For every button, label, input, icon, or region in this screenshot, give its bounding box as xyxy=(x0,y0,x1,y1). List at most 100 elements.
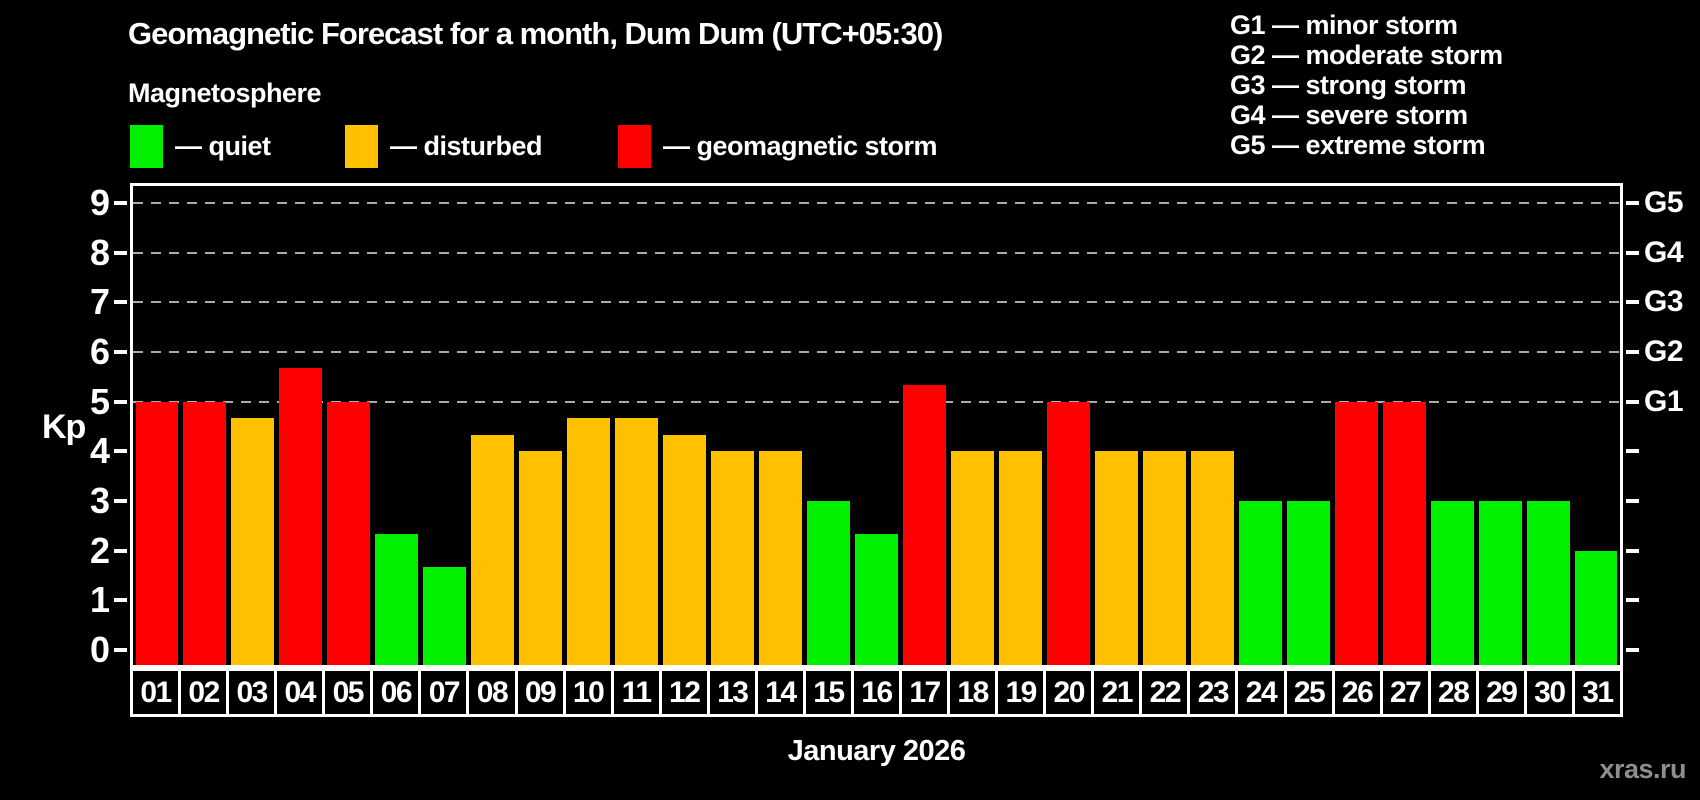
g-legend-line-g2: G2 — moderate storm xyxy=(1230,40,1503,70)
day-label-16: 16 xyxy=(850,668,902,717)
left-tick-kp-8 xyxy=(114,250,127,255)
day-label-22: 22 xyxy=(1139,668,1191,717)
left-tick-kp-9 xyxy=(114,200,127,205)
day-label-08: 08 xyxy=(466,668,518,717)
day-label-19: 19 xyxy=(995,668,1047,717)
bar-day-22 xyxy=(1142,451,1186,665)
left-tick-kp-2 xyxy=(114,548,127,553)
plot-inner: 0 1 2 3 4 5 6 7 8 9 G1 G2 G3 G4 G5 xyxy=(90,184,1684,667)
legend-label-quiet: — quiet xyxy=(175,130,271,161)
bar-day-06 xyxy=(375,534,419,665)
day-label-01: 01 xyxy=(130,668,182,717)
gridline-kp-7 xyxy=(133,301,1620,304)
bar-day-20 xyxy=(1046,401,1090,665)
bar-day-27 xyxy=(1382,401,1426,665)
right-tick-kp-1 xyxy=(1626,598,1639,603)
bar-day-09 xyxy=(519,451,563,665)
bar-day-18 xyxy=(950,451,994,665)
day-label-09: 09 xyxy=(514,668,566,717)
right-tick-kp-9 xyxy=(1626,200,1639,205)
y-axis-label-3: 3 xyxy=(89,479,110,521)
day-label-17: 17 xyxy=(899,668,951,717)
storm-color-swatch xyxy=(618,124,651,168)
quiet-color-swatch xyxy=(130,124,163,168)
bar-day-30 xyxy=(1526,501,1570,665)
bar-day-25 xyxy=(1286,501,1330,665)
day-label-05: 05 xyxy=(322,668,374,717)
day-label-24: 24 xyxy=(1235,668,1287,717)
status-legend: — quiet — disturbed — geomagnetic storm xyxy=(0,124,1700,170)
left-tick-kp-5 xyxy=(114,399,127,404)
right-tick-kp-0 xyxy=(1626,648,1639,652)
bar-day-29 xyxy=(1478,501,1522,665)
bar-day-13 xyxy=(711,451,755,665)
gridline-kp-8 xyxy=(133,251,1620,254)
right-tick-kp-4 xyxy=(1626,449,1639,454)
day-label-04: 04 xyxy=(274,668,326,717)
day-label-13: 13 xyxy=(706,668,758,717)
day-label-02: 02 xyxy=(178,668,230,717)
bar-day-26 xyxy=(1334,401,1378,665)
bar-day-19 xyxy=(998,451,1042,665)
kp-bar-chart-plot-area: 0 1 2 3 4 5 6 7 8 9 G1 G2 G3 G4 G5 xyxy=(90,183,1684,668)
bar-day-01 xyxy=(135,401,179,665)
watermark-xras: xras.ru xyxy=(1599,754,1686,784)
gridline-kp-5 xyxy=(133,400,1620,403)
bar-day-24 xyxy=(1238,501,1282,665)
bar-day-14 xyxy=(759,451,803,665)
right-tick-kp-5 xyxy=(1626,399,1639,404)
month-axis-title: January 2026 xyxy=(787,735,966,767)
right-axis-label-g1: G1 xyxy=(1644,384,1684,418)
g-legend-line-g1: G1 — minor storm xyxy=(1230,10,1458,40)
day-label-07: 07 xyxy=(418,668,470,717)
legend-label-disturbed: — disturbed xyxy=(390,130,543,161)
day-label-26: 26 xyxy=(1331,668,1383,717)
legend-item-quiet: — quiet xyxy=(130,124,271,168)
day-label-30: 30 xyxy=(1523,668,1575,717)
day-label-21: 21 xyxy=(1091,668,1143,717)
bar-day-11 xyxy=(615,418,659,665)
left-tick-kp-1 xyxy=(114,598,127,603)
y-axis-label-2: 2 xyxy=(89,529,110,571)
day-label-06: 06 xyxy=(370,668,422,717)
bar-day-16 xyxy=(855,534,898,665)
day-label-14: 14 xyxy=(754,668,806,717)
g-legend-line-g3: G3 — strong storm xyxy=(1230,70,1467,100)
bar-day-28 xyxy=(1430,501,1474,665)
day-label-28: 28 xyxy=(1427,668,1479,717)
day-label-27: 27 xyxy=(1379,668,1431,717)
day-label-10: 10 xyxy=(562,668,614,717)
right-tick-kp-6 xyxy=(1626,349,1639,354)
day-label-23: 23 xyxy=(1187,668,1239,717)
bar-day-07 xyxy=(423,567,467,665)
kp-axis-title: Kp xyxy=(42,408,86,446)
left-tick-kp-3 xyxy=(114,498,127,503)
day-label-03: 03 xyxy=(226,668,278,717)
day-label-29: 29 xyxy=(1475,668,1527,717)
day-label-11: 11 xyxy=(610,668,662,717)
y-axis-label-7: 7 xyxy=(89,281,110,323)
day-label-15: 15 xyxy=(802,668,854,717)
bar-day-08 xyxy=(471,434,515,665)
bar-day-23 xyxy=(1190,451,1234,665)
day-label-12: 12 xyxy=(658,668,710,717)
legend-item-disturbed: — disturbed xyxy=(345,124,543,168)
left-tick-kp-4 xyxy=(114,449,127,454)
g-legend-line-g5: G5 — extreme storm xyxy=(1230,130,1486,160)
bar-day-12 xyxy=(663,434,707,665)
y-axis-label-0: 0 xyxy=(89,629,110,670)
bar-day-04 xyxy=(279,368,323,665)
bar-day-31 xyxy=(1574,550,1618,665)
day-label-20: 20 xyxy=(1043,668,1095,717)
bar-day-15 xyxy=(807,501,850,665)
gridline-kp-6 xyxy=(133,350,1620,353)
g-scale-legend: G1 — minor storm G2 — moderate storm G3 … xyxy=(1230,10,1503,160)
right-axis-label-g4: G4 xyxy=(1644,235,1684,269)
right-tick-kp-3 xyxy=(1626,498,1639,503)
legend-label-storm: — geomagnetic storm xyxy=(663,130,938,161)
right-tick-kp-2 xyxy=(1626,548,1639,553)
bar-day-05 xyxy=(327,401,371,665)
day-axis-labels: 01 02 03 04 05 06 07 08 09 10 11 12 13 14 15 16 17 18 19 20… xyxy=(130,668,1623,717)
left-tick-kp-0 xyxy=(114,648,127,652)
right-axis-label-g2: G2 xyxy=(1644,334,1684,368)
